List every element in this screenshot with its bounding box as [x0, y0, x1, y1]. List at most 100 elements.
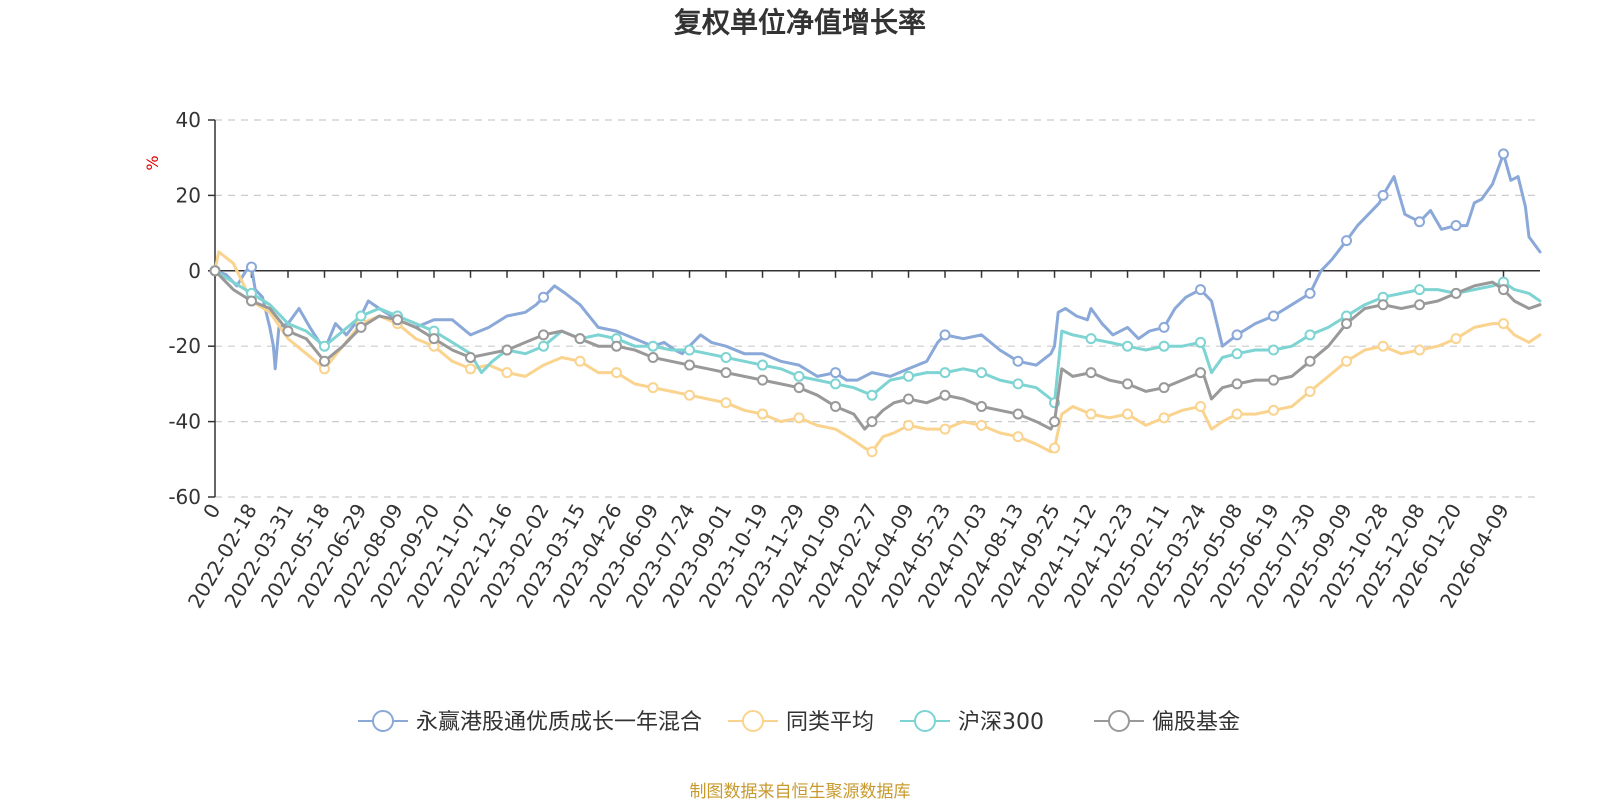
series-point: [1268, 374, 1280, 386]
y-tick-label: -40: [168, 410, 201, 434]
series-point: [1012, 431, 1024, 443]
series-point: [282, 325, 294, 337]
series-point: [1231, 378, 1243, 390]
series-point: [1497, 318, 1509, 330]
series-point: [793, 382, 805, 394]
series-point: [1414, 284, 1426, 296]
series-point: [465, 352, 477, 364]
series-point: [1012, 355, 1024, 367]
y-tick-label: 40: [176, 108, 201, 132]
series-point: [538, 329, 550, 341]
series-point: [1450, 220, 1462, 232]
series-point: [1341, 355, 1353, 367]
series-1: [209, 250, 1542, 458]
series-point: [866, 389, 878, 401]
series-point: [1085, 408, 1097, 420]
series-point: [428, 333, 440, 345]
legend-label: 沪深300: [958, 710, 1044, 735]
series-point: [501, 344, 513, 356]
series-point: [246, 295, 258, 307]
series-2: [209, 265, 1542, 409]
series-point: [1231, 348, 1243, 360]
series-point: [1158, 412, 1170, 424]
grid-lines: [215, 119, 1540, 498]
series-point: [866, 446, 878, 458]
series-point: [465, 363, 477, 375]
series-point: [209, 265, 221, 277]
series-point: [720, 367, 732, 379]
series-point: [1304, 385, 1316, 397]
series-point: [976, 401, 988, 413]
series-point: [1377, 340, 1389, 352]
series-point: [1195, 284, 1207, 296]
series-line: [213, 250, 1542, 454]
series-point: [939, 329, 951, 341]
series-point: [1012, 378, 1024, 390]
series-point: [246, 261, 258, 273]
series-point: [976, 419, 988, 431]
series-point: [1122, 340, 1134, 352]
series-point: [355, 310, 367, 322]
series-point: [538, 340, 550, 352]
series-point: [1085, 333, 1097, 345]
series-point: [757, 374, 769, 386]
series-point: [1414, 299, 1426, 311]
series-point: [1450, 287, 1462, 299]
legend-circle-icon: [372, 710, 394, 732]
series-point: [866, 416, 878, 428]
legend-label: 偏股基金: [1152, 710, 1240, 735]
chart-title: 复权单位净值增长率: [674, 6, 926, 39]
series-point: [574, 355, 586, 367]
series-point: [903, 393, 915, 405]
series-point: [538, 291, 550, 303]
series-point: [793, 412, 805, 424]
series-point: [647, 352, 659, 364]
legend-item-0[interactable]: 永赢港股通优质成长一年混合: [358, 710, 702, 735]
series-point: [611, 340, 623, 352]
legend[interactable]: 永赢港股通优质成长一年混合 同类平均 沪深300 偏股基金: [358, 710, 1240, 735]
series-point: [392, 314, 404, 326]
legend-item-1[interactable]: 同类平均: [728, 710, 874, 735]
series-point: [1377, 189, 1389, 201]
y-tick-label: -20: [168, 334, 201, 358]
series-point: [1341, 235, 1353, 247]
series-point: [757, 408, 769, 420]
series-point: [1450, 333, 1462, 345]
series-point: [1231, 329, 1243, 341]
series-point: [903, 370, 915, 382]
series-point: [1414, 344, 1426, 356]
series-point: [501, 367, 513, 379]
series-point: [1195, 401, 1207, 413]
series-point: [939, 367, 951, 379]
series-point: [1012, 408, 1024, 420]
y-tick-label: 0: [188, 259, 201, 283]
series-point: [684, 344, 696, 356]
series-point: [1268, 344, 1280, 356]
series-point: [1268, 404, 1280, 416]
series-point: [1049, 442, 1061, 454]
series-point: [1341, 318, 1353, 330]
series-point: [720, 397, 732, 409]
series-point: [757, 359, 769, 371]
legend-item-3[interactable]: 偏股基金: [1094, 710, 1240, 735]
series-point: [319, 355, 331, 367]
legend-circle-icon: [742, 710, 764, 732]
series-point: [1304, 287, 1316, 299]
series-point: [939, 423, 951, 435]
series-line: [213, 269, 1542, 431]
y-tick-label: -60: [168, 485, 201, 509]
series-point: [1304, 355, 1316, 367]
legend-item-2[interactable]: 沪深300: [900, 710, 1044, 735]
series-point: [1158, 321, 1170, 333]
series-point: [647, 340, 659, 352]
series-point: [647, 382, 659, 394]
series-point: [1158, 340, 1170, 352]
y-tick-label: 20: [176, 183, 201, 207]
series-point: [830, 401, 842, 413]
legend-label: 同类平均: [786, 710, 874, 735]
series-point: [1049, 416, 1061, 428]
legend-label: 永赢港股通优质成长一年混合: [416, 710, 702, 735]
axes: 40200-20-40-6002022-02-182022-03-312022-…: [168, 108, 1540, 612]
x-tick-label: 0: [198, 500, 225, 523]
